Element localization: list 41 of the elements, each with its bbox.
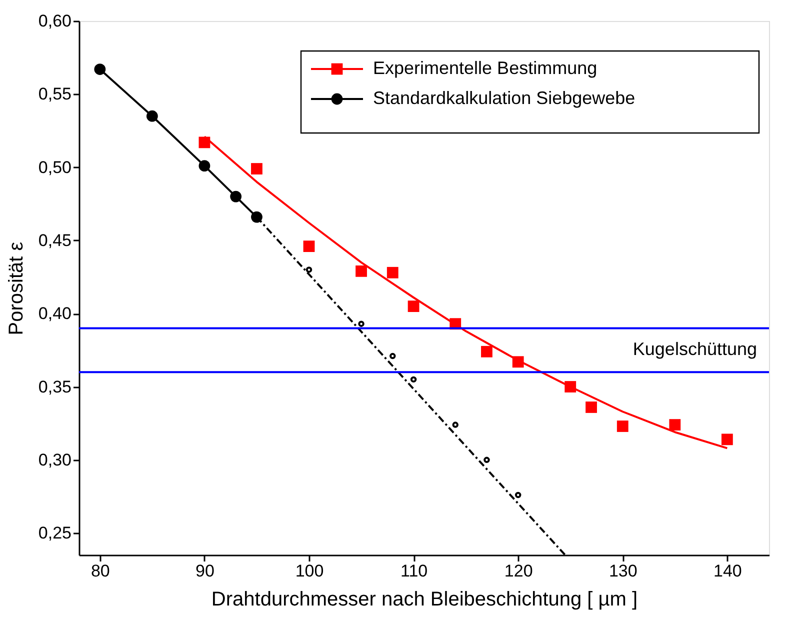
point xyxy=(94,64,106,75)
point xyxy=(669,419,681,430)
point xyxy=(514,492,522,498)
point xyxy=(303,240,315,252)
point xyxy=(146,110,158,122)
point xyxy=(390,352,396,360)
x-axis-title: Drahtdurchmesser nach Bleibeschichtung [ µm ] xyxy=(211,588,638,610)
point xyxy=(386,266,398,278)
point xyxy=(230,190,242,202)
point xyxy=(198,160,210,172)
x-tick-label: 120 xyxy=(504,562,533,580)
y-tick-label: 0,40 xyxy=(38,304,72,324)
legend-label: Experimentelle Bestimmung xyxy=(373,58,598,78)
y-tick-label: 0,25 xyxy=(38,524,72,543)
y-tick-label: 0,30 xyxy=(38,450,72,470)
y-tick-label: 0,55 xyxy=(38,84,72,104)
x-tick-label: 130 xyxy=(608,562,638,580)
point xyxy=(616,420,628,432)
point xyxy=(408,300,420,312)
y-tick-label: 0,35 xyxy=(38,377,72,396)
x-tick-label: 110 xyxy=(400,562,428,580)
legend-label: Standardkalkulation Siebgewebe xyxy=(373,88,636,108)
point xyxy=(306,266,312,273)
y-axis-title: Porosität ε xyxy=(5,242,28,336)
x-tick-label: 80 xyxy=(90,562,110,580)
x-tick-label: 90 xyxy=(195,562,214,580)
point xyxy=(484,456,490,464)
point xyxy=(251,163,262,174)
x-tick-label: 140 xyxy=(713,562,742,580)
point xyxy=(356,265,367,277)
point xyxy=(586,402,597,413)
point xyxy=(410,376,417,383)
annotation: Kugelschüttung xyxy=(632,339,757,360)
y-tick-label: 0,50 xyxy=(38,158,72,177)
point xyxy=(358,320,364,327)
point xyxy=(452,422,458,428)
point xyxy=(481,346,492,358)
x-tick-label: 100 xyxy=(295,562,324,580)
point xyxy=(721,434,733,446)
y-tick-label: 0,45 xyxy=(38,230,72,250)
y-tick-label: 0,60 xyxy=(38,12,72,30)
